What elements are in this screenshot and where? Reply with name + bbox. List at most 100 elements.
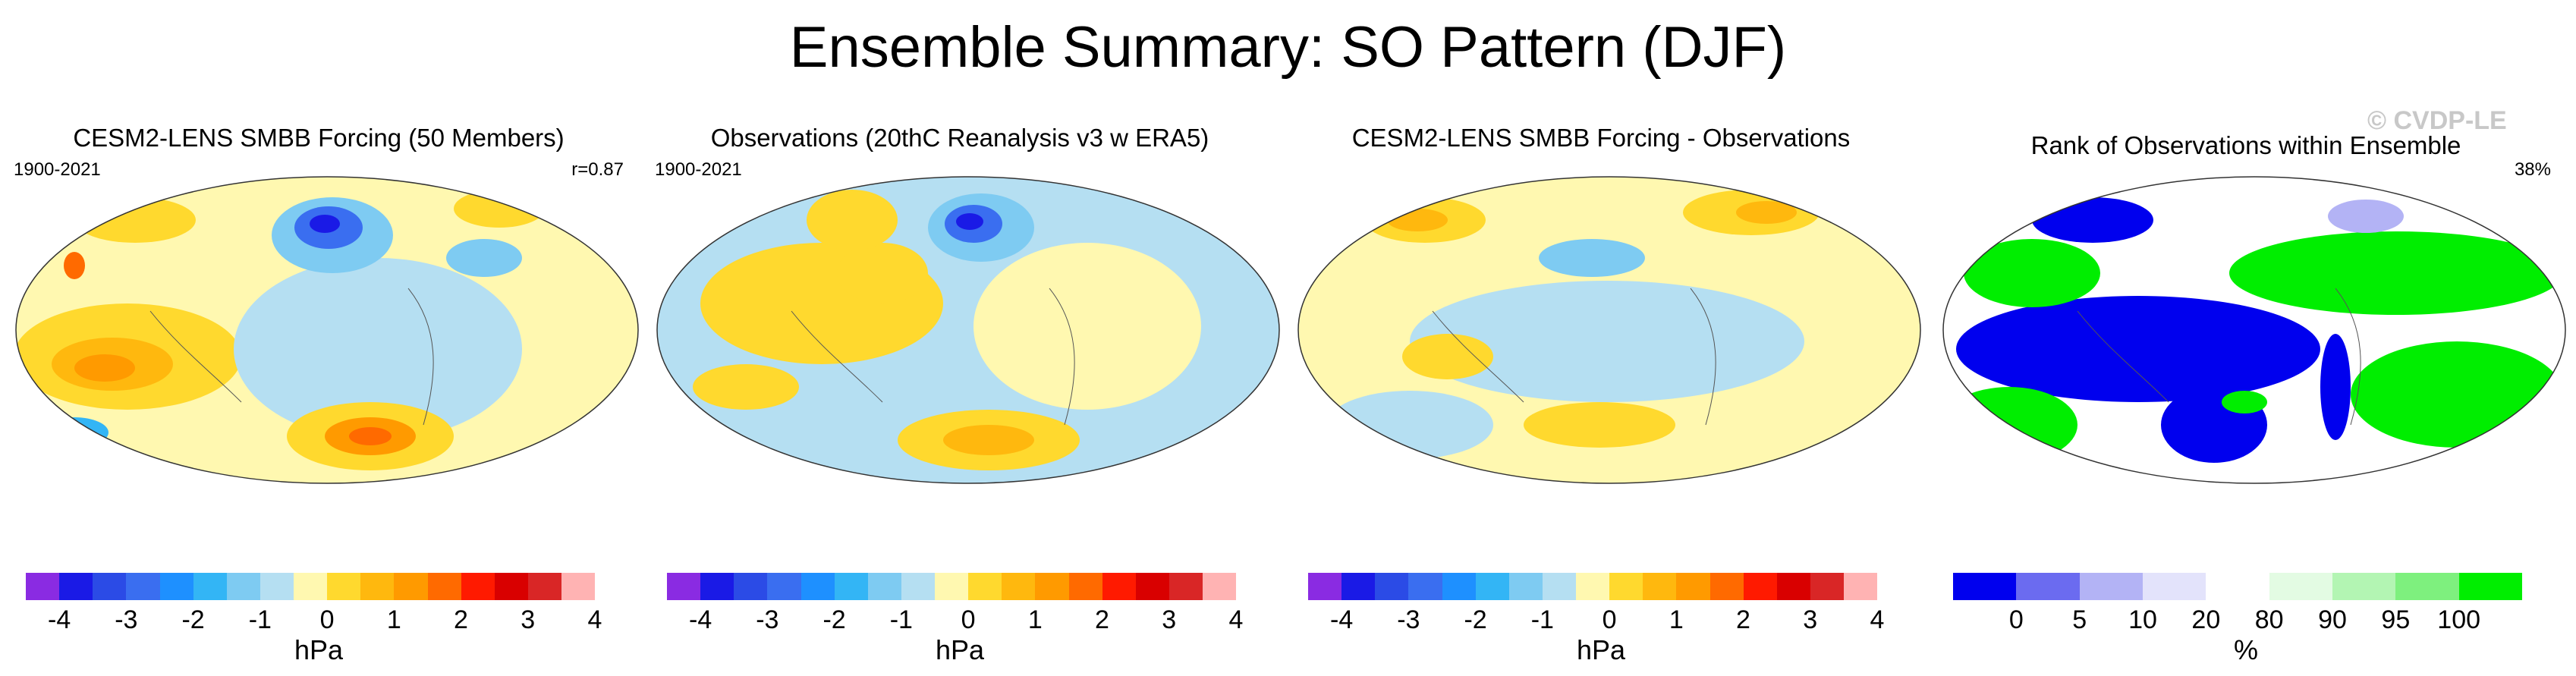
colorbar-swatch [59,573,93,600]
colorbar-swatch [1844,573,1878,600]
colorbar-swatch [1341,573,1376,600]
colorbar-tick-label: 1 [386,605,401,634]
colorbar-swatch [1102,573,1136,600]
panel-model: CESM2-LENS SMBB Forcing (50 Members) 190… [0,114,639,676]
colorbar-swatch [494,573,528,600]
colorbar-swatch [360,573,395,600]
rank-region-low [1956,296,2320,402]
colorbar-swatch [2079,573,2143,600]
colorbar-tick-label: -2 [822,605,846,634]
contour-positive [943,425,1034,455]
contour-negative [310,215,340,233]
colorbar-swatch [1135,573,1169,600]
colorbar-tick-label: 2 [1736,605,1750,634]
colorbar-tick-label: -1 [1530,605,1554,634]
map-model [15,176,639,484]
panel-title: Rank of Observations within Ensemble [2030,131,2461,159]
colorbar-tick-label: 90 [2318,605,2347,634]
colorbar-swatch [1576,573,1610,600]
map-outline [656,176,1280,484]
colorbar-tick-label: 2 [454,605,468,634]
map-outline [1297,176,1921,484]
colorbar-tick-label: -3 [1397,605,1420,634]
colorbar [667,573,1237,600]
colorbar-tick-label: 0 [1602,605,1617,634]
colorbar-swatch [1643,573,1677,600]
colorbar-tick-label: 4 [1870,605,1885,634]
colorbar-swatch [561,573,596,600]
contour-positive [807,190,898,250]
contour-negative [1326,391,1493,459]
coastline [407,288,434,426]
colorbar-unit: % [2233,634,2258,665]
colorbar-tick-label: 80 [2254,605,2284,634]
colorbar-tick-label: 1 [1027,605,1043,634]
contour-positive [837,243,928,303]
colorbar-swatch [2142,573,2206,600]
colorbar-swatch [667,573,701,600]
colorbar-swatch [327,573,361,600]
coastline [149,310,242,403]
contour-positive [973,243,1201,410]
colorbar-tick-label: -3 [115,605,138,634]
colorbar-swatch [1002,573,1036,600]
colorbar-swatch [2395,573,2459,600]
period-label: 1900-2021 [655,159,742,180]
colorbar-tick-label: 1 [1669,605,1684,634]
map-outline [15,176,639,484]
colorbar-tick-label: -4 [688,605,712,634]
colorbar-swatch [394,573,428,600]
colorbar-swatch [767,573,801,600]
contour-positive [1402,334,1493,379]
rank-stat-label: 38% [2514,159,2551,180]
colorbar-swatch [2458,573,2522,600]
colorbar-tick-label: -4 [47,605,71,634]
rank-region-mid [2328,200,2404,233]
contour-positive [74,354,135,382]
colorbar-tick-label: 100 [2437,605,2481,634]
colorbar-swatch [1475,573,1509,600]
colorbar-tick-label: 95 [2381,605,2411,634]
contour-positive [1524,402,1675,448]
colorbar-swatch [968,573,1002,600]
colorbar-tick-label: 3 [1162,605,1177,634]
colorbar-tick-label: 4 [1228,605,1244,634]
colorbar-swatch [1542,573,1576,600]
map-rank [1942,176,2566,484]
colorbar-swatch [834,573,868,600]
colorbar-unit: hPa [294,634,344,665]
colorbar-swatch [226,573,260,600]
colorbar-swatch [93,573,127,600]
colorbar-swatch [1308,573,1342,600]
contour-negative [234,258,522,440]
colorbar-swatch [1953,573,2017,600]
colorbar-tick-label: 5 [2072,605,2087,634]
colorbar-swatch [1810,573,1844,600]
coastline [2077,310,2169,403]
colorbar-tick-label: 3 [1803,605,1818,634]
coastline [1049,288,1075,426]
colorbar-swatch [1408,573,1442,600]
panel-observations: Observations (20thC Reanalysis v3 w ERA5… [641,114,1280,676]
panel-title: CESM2-LENS SMBB Forcing (50 Members) [73,124,565,152]
colorbar-tick-label: 2 [1095,605,1109,634]
colorbar-tick-label: 10 [2128,605,2157,634]
contour-positive [74,197,196,243]
contour-positive [64,252,85,279]
colorbar-tick-label: -3 [756,605,779,634]
contour-positive [454,190,545,228]
rank-region-low [2320,334,2351,440]
contour-positive [693,364,799,410]
colorbar-swatch [1068,573,1102,600]
coastline [2335,288,2361,426]
colorbar-tick-label: -2 [1464,605,1487,634]
colorbar-tick-label: 0 [2008,605,2024,634]
colorbar-swatch [1168,573,1203,600]
colorbar-unit: hPa [935,634,985,665]
map-observations [656,176,1280,484]
colorbar-swatch [1743,573,1777,600]
colorbar [1308,573,1878,600]
contour-negative [1410,281,1804,402]
colorbar-swatch [2206,573,2269,600]
colorbar-swatch [2016,573,2080,600]
